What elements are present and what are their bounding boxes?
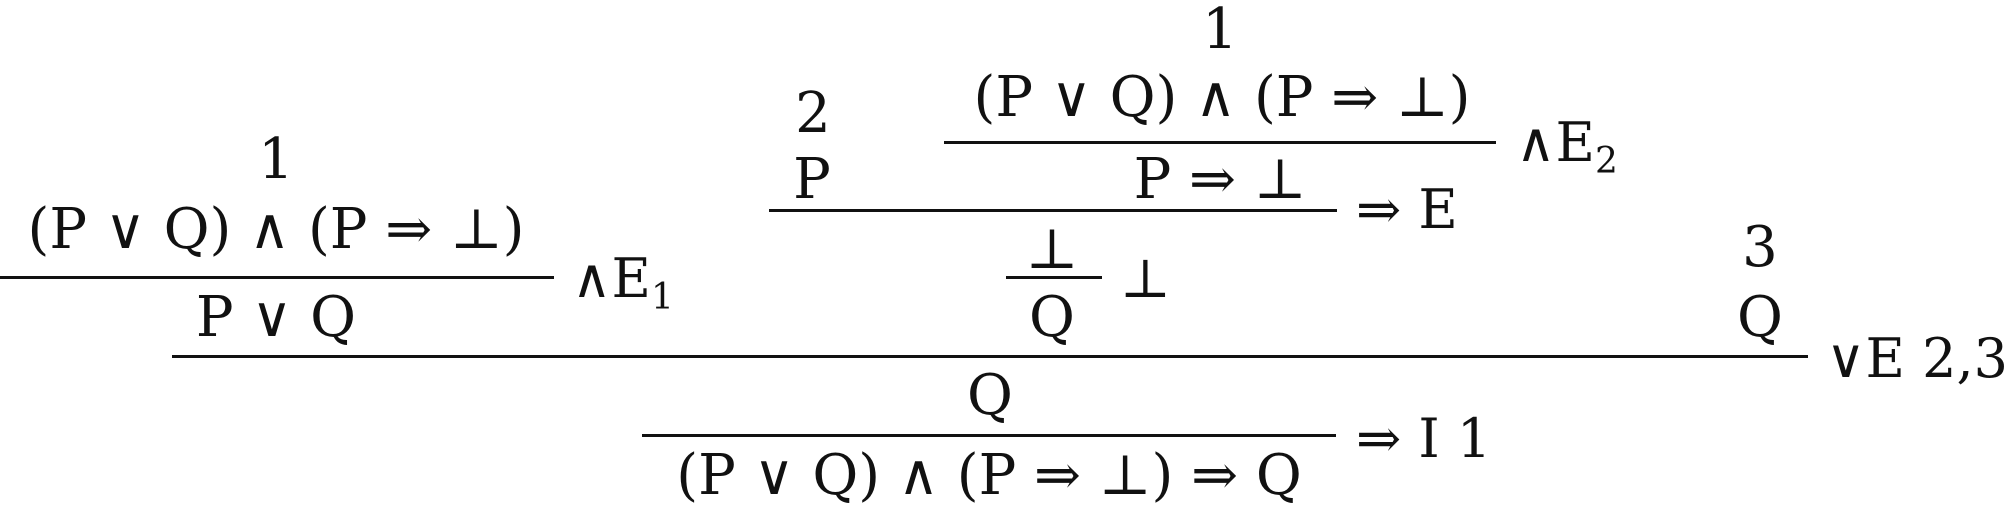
rule-label-and-e1: ∧E1 xyxy=(572,247,674,318)
rule-label-bottom-e: ⊥ xyxy=(1120,247,1171,310)
rule-label-or-e: ∨E 2,3 xyxy=(1826,327,2006,390)
formula-conjunction-left: (P ∨ Q) ∧ (P ⇒ ⊥) xyxy=(27,197,525,262)
assumption-p: P xyxy=(793,147,831,212)
inference-line-bottom-e xyxy=(1006,276,1102,279)
formula-conjunction-top: (P ∨ Q) ∧ (P ⇒ ⊥) xyxy=(973,65,1471,130)
assumption-q: Q xyxy=(1737,285,1783,350)
rule-label-imp-e: ⇒ E xyxy=(1356,178,1458,241)
rule-label-imp-i: ⇒ I 1 xyxy=(1356,407,1492,470)
inference-line-and-e2 xyxy=(944,141,1496,144)
inference-line-imp-e xyxy=(769,209,1337,212)
inference-line-imp-i xyxy=(642,434,1336,437)
formula-q-result: Q xyxy=(967,363,1013,428)
formula-p-or-q: P ∨ Q xyxy=(195,285,357,350)
inference-line-or-e xyxy=(172,355,1808,358)
discharge-label-1-left: 1 xyxy=(258,127,294,192)
formula-bottom: ⊥ xyxy=(1025,217,1079,282)
formula-p-implies-bottom: P ⇒ ⊥ xyxy=(1133,147,1307,212)
rule-label-and-e2: ∧E2 xyxy=(1516,111,1618,182)
formula-q-from-bottom: Q xyxy=(1029,285,1075,350)
discharge-label-1-top: 1 xyxy=(1202,0,1238,62)
formula-conclusion: (P ∨ Q) ∧ (P ⇒ ⊥) ⇒ Q xyxy=(676,443,1302,508)
discharge-label-3: 3 xyxy=(1742,215,1778,280)
inference-line-and-e1 xyxy=(0,276,554,279)
discharge-label-2: 2 xyxy=(795,81,831,146)
